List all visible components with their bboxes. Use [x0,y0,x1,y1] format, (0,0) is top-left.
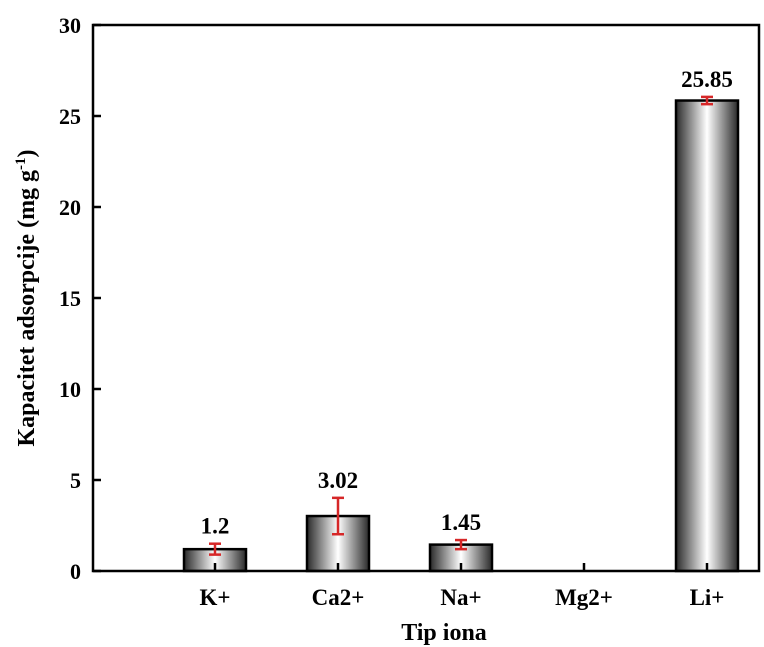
error-bar [455,538,467,551]
y-tick-label: 5 [70,468,81,493]
y-axis-ticks: 0 5 10 15 20 25 30 [59,13,101,584]
bars-layer [182,95,740,573]
y-tick-label: 30 [59,13,81,38]
x-axis-ticks: K+ Ca2+ Na+ Mg2+ Li+ [200,563,725,610]
error-bar [701,95,713,106]
x-tick-label: Na+ [440,585,481,610]
y-axis-title-sup: -1 [13,157,29,170]
y-axis-title-main: Kapacitet adsorpcije (mg g [14,170,40,447]
data-label: 1.45 [441,510,481,535]
x-tick-label: Ca2+ [312,585,365,610]
data-label: 3.02 [318,468,358,493]
error-bar [209,542,221,556]
y-axis-title: Kapacitet adsorpcije (mg g-1) [13,149,40,446]
data-label: 25.85 [681,67,733,92]
y-tick-label: 0 [70,559,81,584]
x-tick-label: Mg2+ [555,585,613,610]
y-tick-label: 10 [59,377,81,402]
plot-frame [91,23,761,573]
x-tick-label: Li+ [690,585,725,610]
x-tick-label: K+ [200,585,231,610]
y-tick-label: 15 [59,286,81,311]
axes-layer [91,23,761,573]
y-tick-label: 20 [59,195,81,220]
error-bar [332,496,344,536]
y-axis-title-close: ) [14,149,40,157]
bar [674,99,740,573]
data-label: 1.2 [201,514,230,539]
x-axis-title: Tip iona [401,620,487,646]
data-labels: 1.2 3.02 1.45 25.85 [201,67,733,539]
y-tick-label: 25 [59,104,81,129]
